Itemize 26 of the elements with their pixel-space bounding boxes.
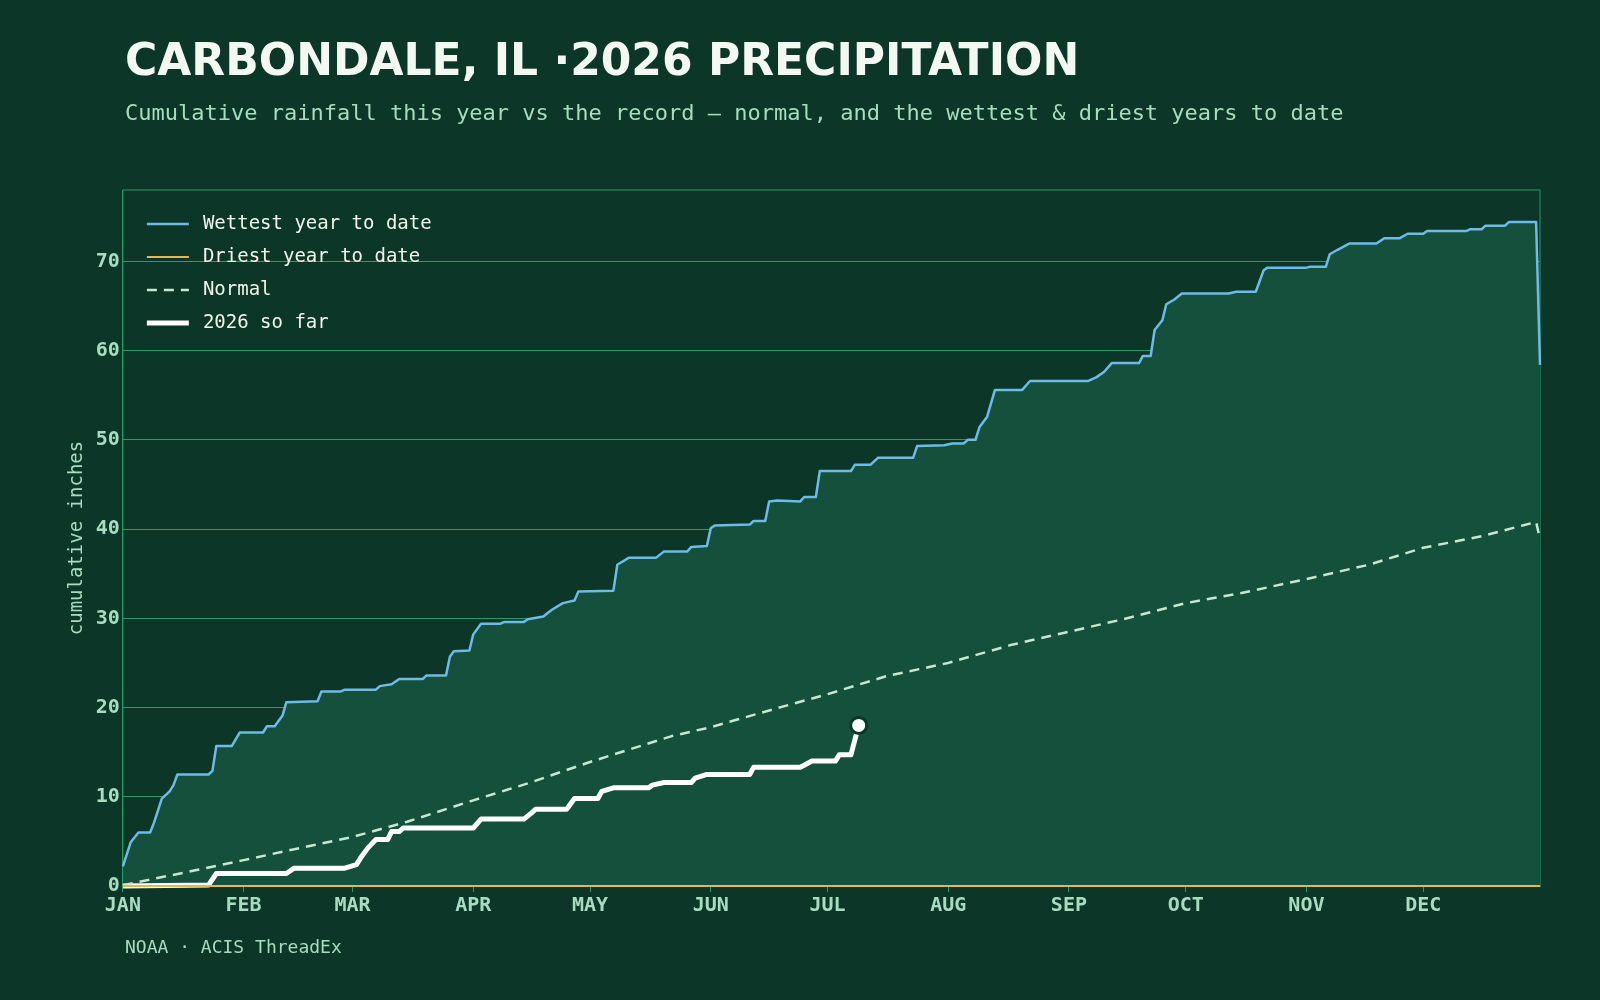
y-tick-label: 60 bbox=[95, 336, 120, 361]
y-tick-label: 50 bbox=[95, 426, 120, 451]
text: NOAA · ACIS ThreadEx bbox=[125, 936, 342, 957]
x-tick-label: FEB bbox=[225, 892, 262, 917]
x-tick-label: SEP bbox=[1050, 892, 1087, 917]
chart-subtitle: Cumulative rainfall this year vs the record — normal, and the wettest & driest years to date bbox=[125, 100, 1344, 125]
legend-label: Normal bbox=[202, 276, 272, 299]
x-tick-label: JUL bbox=[809, 892, 846, 917]
legend-label: Wettest year to date bbox=[202, 210, 432, 233]
x-tick-label: NOV bbox=[1288, 892, 1325, 917]
x-tick-label: MAR bbox=[334, 892, 372, 917]
y-tick-label: 10 bbox=[95, 782, 120, 807]
x-tick-label: AUG bbox=[930, 892, 967, 917]
x-tick-label: DEC bbox=[1405, 892, 1442, 917]
x-tick-label: JUN bbox=[692, 892, 729, 917]
y-tick-label: 30 bbox=[95, 604, 120, 629]
legend-label: 2026 so far bbox=[202, 309, 329, 332]
y-tick-label: 40 bbox=[95, 515, 120, 540]
chart-title: CARBONDALE, IL ·2026 PRECIPITATION bbox=[125, 34, 1080, 85]
y-tick-label: 20 bbox=[95, 693, 120, 718]
legend-label: Driest year to date bbox=[202, 243, 421, 266]
x-tick-label: MAY bbox=[572, 892, 609, 917]
y-tick-label: 70 bbox=[95, 247, 120, 272]
x-tick-label: OCT bbox=[1167, 892, 1204, 917]
y-axis-title: cumulative inches bbox=[64, 440, 87, 636]
x-tick-label: APR bbox=[455, 892, 493, 917]
